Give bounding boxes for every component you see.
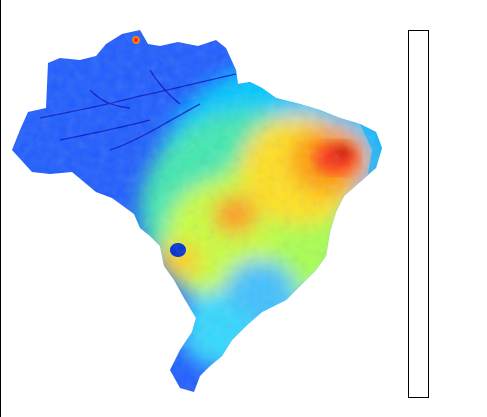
figure-left-border [0, 0, 1, 417]
colorbar [408, 30, 429, 398]
map-raster [12, 30, 382, 392]
brazil-aridity-map [12, 30, 382, 392]
raster-grain [12, 30, 382, 392]
